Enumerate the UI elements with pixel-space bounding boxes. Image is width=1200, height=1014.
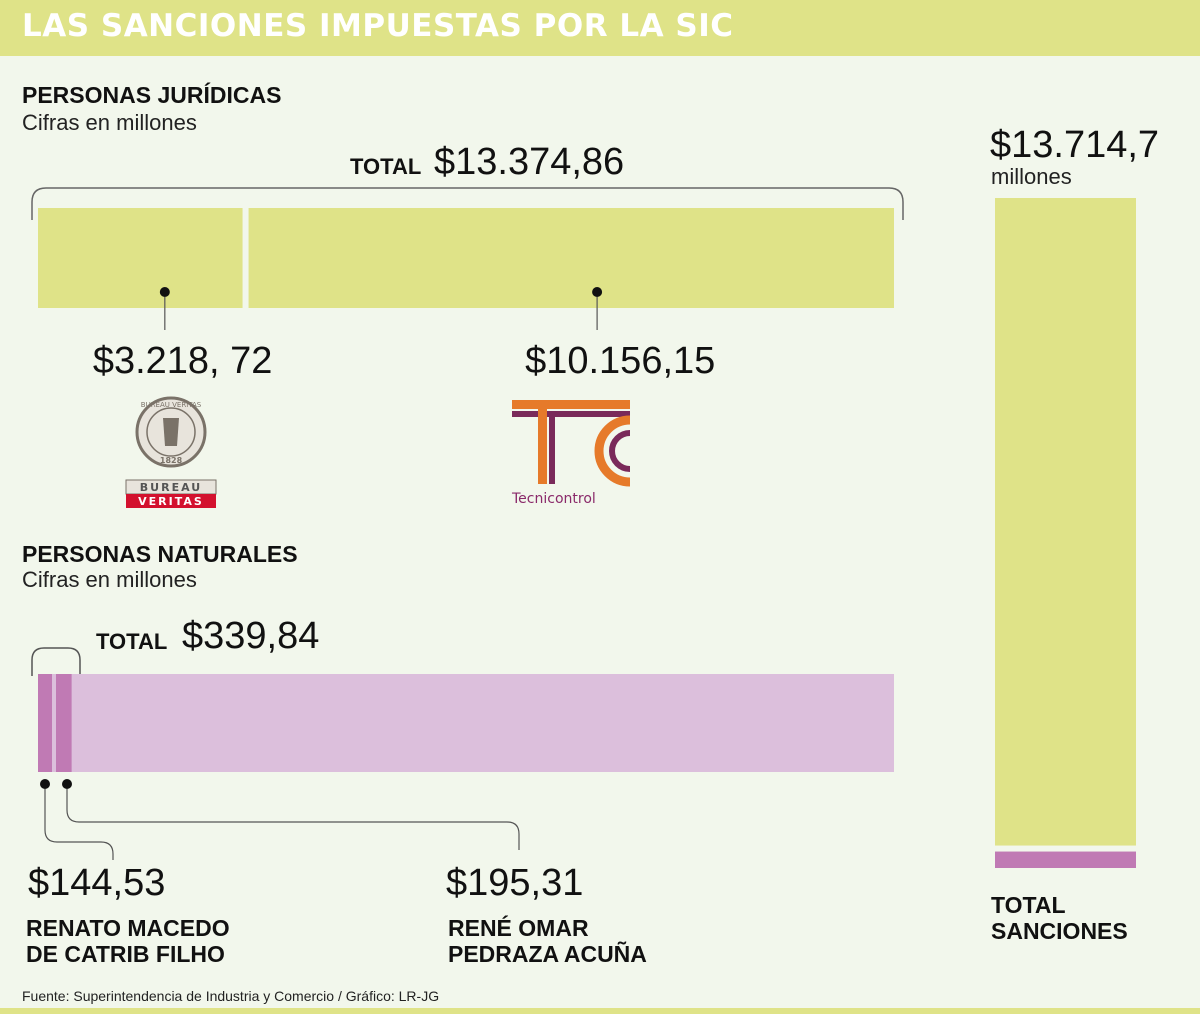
naturales-bar xyxy=(38,674,52,772)
seal-year: 1828 xyxy=(160,456,183,465)
bottom-rule xyxy=(0,1008,1200,1014)
veritas-text: VERITAS xyxy=(138,495,204,508)
page-title: LAS SANCIONES IMPUESTAS POR LA SIC xyxy=(22,8,734,44)
naturales-scale-bar xyxy=(38,674,894,772)
bar-callout-dot xyxy=(592,287,603,297)
juridicas-bars xyxy=(38,208,894,330)
naturales-bars xyxy=(38,674,894,772)
header-band: LAS SANCIONES IMPUESTAS POR LA SIC xyxy=(0,0,1200,56)
naturales-subtitle: Cifras en millones xyxy=(22,567,197,592)
person-name-line: RENÉ OMAR xyxy=(448,915,589,941)
total-sanciones-value: $13.714,7 xyxy=(990,124,1160,166)
callout-line xyxy=(66,789,520,850)
seal-text: BUREAU VERITAS xyxy=(141,401,202,409)
juridicas-brace xyxy=(31,187,904,220)
juridicas-total-label: TOTAL xyxy=(350,154,422,179)
juridicas-title: PERSONAS JURÍDICAS xyxy=(22,82,282,108)
naturales-title: PERSONAS NATURALES xyxy=(22,541,298,567)
bar-callout-dot xyxy=(159,287,170,297)
total-sanciones-label-line: SANCIONES xyxy=(991,918,1128,944)
total-sanciones-unit: millones xyxy=(991,164,1072,189)
bureau-veritas-logo: BUREAU VERITAS 1828 BUREAU VERITAS xyxy=(125,396,217,508)
tecnicontrol-text: Tecnicontrol xyxy=(511,491,596,507)
source-note: Fuente: Superintendencia de Industria y … xyxy=(22,988,440,1004)
callout-line xyxy=(44,789,114,860)
total-sanciones-label-line: TOTAL xyxy=(991,892,1066,918)
juridicas-total-value: $13.374,86 xyxy=(434,141,625,183)
juridicas-value-label: $10.156,15 xyxy=(525,340,716,382)
tecnicontrol-logo: Tecnicontrol xyxy=(511,400,631,507)
naturales-total-label: TOTAL xyxy=(96,629,168,654)
juridicas-value-label: $3.218, 72 xyxy=(92,340,273,382)
naturales-value-label: $144,53 xyxy=(28,862,166,904)
total-segment-juridicas xyxy=(995,198,1136,846)
naturales-value-label: $195,31 xyxy=(446,862,584,904)
person-name-line: DE CATRIB FILHO xyxy=(26,941,225,967)
callout-dot xyxy=(62,779,72,789)
juridicas-bar xyxy=(38,208,243,308)
juridicas-bar xyxy=(248,208,894,308)
juridicas-subtitle: Cifras en millones xyxy=(22,110,197,135)
total-stacked-bar xyxy=(995,198,1136,868)
naturales-bar xyxy=(56,674,72,772)
callout-dot xyxy=(40,779,50,789)
person-name-line: RENATO MACEDO xyxy=(26,915,230,941)
person-name-line: PEDRAZA ACUÑA xyxy=(448,941,647,967)
total-segment-naturales xyxy=(995,851,1136,868)
naturales-brace xyxy=(31,647,81,676)
bureau-text: BUREAU xyxy=(140,481,202,494)
naturales-total-value: $339,84 xyxy=(182,615,320,657)
